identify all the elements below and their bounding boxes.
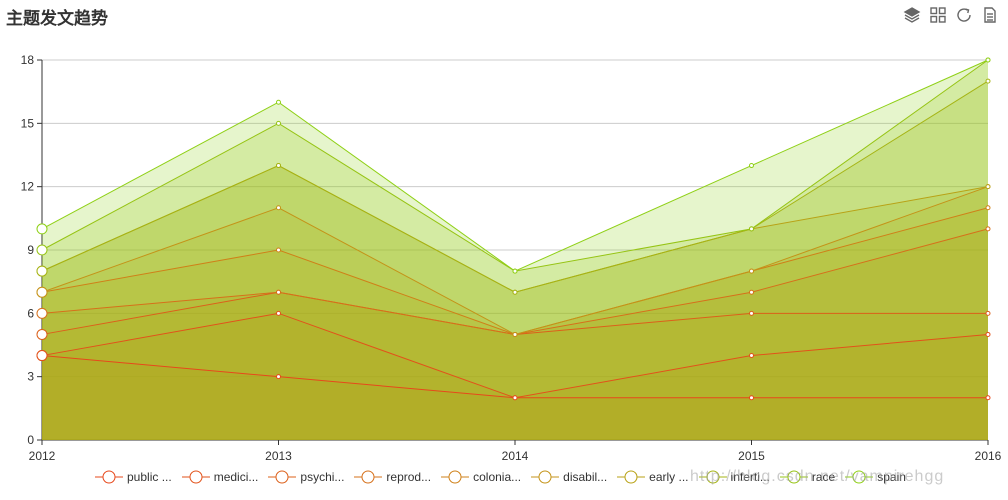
area-fill-series-6	[42, 165, 988, 441]
point-series-1-2014	[512, 395, 518, 401]
legend-marker-icon	[617, 470, 646, 484]
y-tick-label-18: 18	[21, 53, 35, 67]
point-series-7-2012	[36, 265, 48, 277]
point-series-9-2014	[512, 268, 518, 274]
legend-marker-icon	[268, 470, 297, 484]
point-series-7-2016	[985, 78, 991, 84]
point-series-3-2015	[749, 289, 754, 295]
y-tick-label-0: 0	[27, 433, 34, 447]
x-tick-label-2015: 2015	[738, 449, 765, 463]
legend-label: psychi...	[300, 470, 345, 484]
legend-label: medici...	[213, 470, 259, 484]
legend-label: spain	[877, 470, 906, 484]
legend-marker-icon	[698, 470, 727, 484]
area-fill-series-8	[42, 60, 988, 440]
legend-marker-icon	[95, 470, 123, 484]
legend-marker-icon	[531, 470, 560, 484]
point-series-2-2012	[36, 328, 48, 340]
legend-label: reprod...	[386, 470, 432, 484]
legend-item-6[interactable]: early ...	[617, 470, 689, 484]
point-series-3-2016	[985, 226, 991, 232]
y-tick-label-9: 9	[27, 243, 34, 257]
area-fill-series-7	[42, 81, 988, 440]
area-fill-series-1	[42, 313, 988, 440]
y-tick-label-6: 6	[27, 306, 34, 320]
legend-label: early ...	[649, 470, 689, 484]
point-series-1-2013	[276, 310, 281, 316]
point-series-5-2013	[276, 205, 281, 211]
point-series-6-2016	[985, 184, 991, 190]
legend-marker-icon	[845, 470, 874, 484]
save-document-icon[interactable]	[980, 5, 1000, 25]
point-series-9-2013	[276, 99, 281, 105]
point-series-1-2012	[36, 350, 48, 362]
point-series-1-2016	[985, 331, 991, 337]
chart-title: 主题发文趋势	[6, 9, 108, 29]
point-series-3-2013	[276, 289, 281, 295]
watermark: http://blog.csdn.net/vampirehgg	[690, 468, 945, 485]
point-series-5-2012	[36, 286, 48, 298]
point-series-0-2015	[749, 395, 754, 401]
legend-label: inferti...	[730, 470, 770, 484]
point-series-3-2012	[36, 307, 48, 319]
point-series-2-2015	[749, 310, 754, 316]
x-tick-label-2014: 2014	[502, 449, 529, 463]
legend: public ... medici... psychi... reprod... col…	[95, 470, 916, 484]
legend-item-4[interactable]: colonia...	[441, 470, 521, 484]
area-fill-series-9	[42, 60, 988, 440]
point-series-9-2015	[749, 163, 754, 169]
point-series-4-2016	[985, 205, 991, 211]
x-tick-label-2016: 2016	[975, 449, 1002, 463]
toolbox	[902, 5, 1000, 25]
point-series-8-2013	[276, 120, 281, 126]
legend-item-1[interactable]: medici...	[181, 470, 259, 484]
legend-item-7[interactable]: inferti...	[698, 470, 770, 484]
legend-label: disabil...	[563, 470, 608, 484]
legend-marker-icon	[441, 470, 470, 484]
legend-marker-icon	[181, 470, 210, 484]
point-series-9-2016	[985, 57, 991, 63]
legend-label: race	[811, 470, 836, 484]
refresh-icon[interactable]	[954, 5, 974, 25]
point-series-5-2014	[512, 331, 518, 337]
point-series-8-2015	[749, 226, 754, 232]
stack-icon[interactable]	[902, 5, 922, 25]
x-tick-label-2013: 2013	[265, 449, 292, 463]
legend-item-3[interactable]: reprod...	[354, 470, 431, 484]
point-series-5-2015	[749, 268, 754, 274]
legend-item-2[interactable]: psychi...	[268, 470, 344, 484]
grid-icon[interactable]	[928, 5, 948, 25]
point-series-0-2013	[276, 374, 281, 380]
y-tick-label-12: 12	[21, 180, 35, 194]
y-tick-label-3: 3	[27, 370, 34, 384]
point-series-9-2012	[36, 223, 48, 235]
area-fill-series-2	[42, 292, 988, 440]
point-series-0-2016	[985, 395, 991, 401]
point-series-8-2012	[36, 244, 48, 256]
legend-item-5[interactable]: disabil...	[531, 470, 607, 484]
legend-item-8[interactable]: race	[779, 470, 836, 484]
legend-item-9[interactable]: spain	[845, 470, 906, 484]
legend-label: colonia...	[473, 470, 522, 484]
area-fill-series-4	[42, 207, 988, 440]
legend-label: public ...	[127, 470, 172, 484]
y-tick-label-15: 15	[21, 116, 35, 130]
point-series-1-2015	[749, 353, 754, 359]
x-tick-label-2012: 2012	[29, 449, 56, 463]
point-series-2-2016	[985, 310, 991, 316]
legend-item-0[interactable]: public ...	[95, 470, 172, 484]
legend-marker-icon	[779, 470, 808, 484]
point-series-4-2013	[276, 247, 281, 253]
legend-marker-icon	[354, 470, 383, 484]
point-series-7-2014	[512, 289, 518, 295]
point-series-7-2013	[276, 163, 281, 169]
